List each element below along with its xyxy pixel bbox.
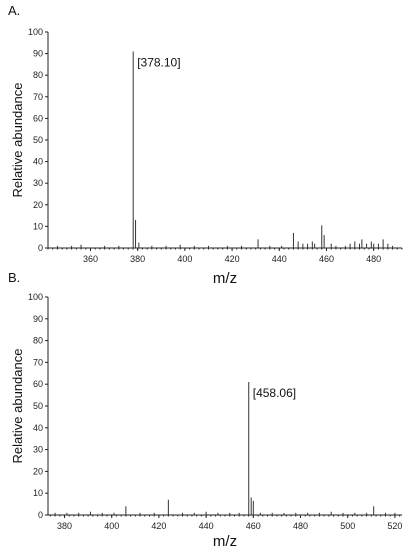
y-tick-label: 30	[33, 445, 43, 455]
x-tick-label: 440	[199, 521, 214, 531]
y-tick-label: 40	[33, 423, 43, 433]
y-tick-label: 90	[33, 314, 43, 324]
y-tick-label: 70	[33, 357, 43, 367]
y-tick-label: 70	[33, 92, 43, 102]
spectrum-panel-b: B. 0 10 20 30 40 50 60 70 80 90 100 380 400 420 440 460 4…	[8, 270, 402, 550]
y-tick-label: 100	[28, 292, 43, 302]
y-tick-label: 50	[33, 135, 43, 145]
y-tick-label: 100	[28, 27, 43, 37]
x-tick-label: 500	[340, 521, 355, 531]
y-axis-label: Relative abundance	[10, 349, 25, 464]
spectrum-panel-a: A. 0 10 20 30 40 50 60 70 80 90 100 360 380 400 420 440 4…	[8, 3, 403, 287]
x-tick-label: 420	[151, 521, 166, 531]
y-tick-label: 10	[33, 488, 43, 498]
y-tick-label: 20	[33, 466, 43, 476]
y-tick-label: 90	[33, 49, 43, 59]
x-axis-label: m/z	[213, 270, 237, 287]
y-tick-label: 60	[33, 113, 43, 123]
axis-lines	[47, 32, 402, 249]
y-tick-label: 10	[33, 221, 43, 231]
x-tick-label: 480	[293, 521, 308, 531]
x-axis-label: m/z	[213, 533, 237, 550]
x-tick-label: 360	[83, 254, 98, 264]
y-tick-label: 80	[33, 70, 43, 80]
y-tick-label: 0	[38, 243, 43, 253]
x-tick-label: 380	[130, 254, 145, 264]
y-tick-label: 0	[38, 510, 43, 520]
x-tick-label: 520	[387, 521, 402, 531]
x-tick-label: 460	[246, 521, 261, 531]
y-tick-label: 60	[33, 379, 43, 389]
y-tick-label: 20	[33, 200, 43, 210]
y-tick-label: 80	[33, 336, 43, 346]
peak-annotation: [458.06]	[253, 386, 296, 400]
y-tick-label: 30	[33, 178, 43, 188]
peak-annotation: [378.10]	[137, 55, 180, 69]
x-tick-label: 440	[272, 254, 287, 264]
y-tick-label: 50	[33, 401, 43, 411]
x-tick-label: 400	[177, 254, 192, 264]
x-tick-label: 400	[104, 521, 119, 531]
panel-label: B.	[8, 270, 20, 285]
y-tick-label: 40	[33, 157, 43, 167]
panel-label: A.	[8, 3, 20, 18]
x-tick-label: 460	[319, 254, 334, 264]
x-tick-label: 480	[366, 254, 381, 264]
y-axis-label: Relative abundance	[10, 83, 25, 198]
x-tick-label: 380	[57, 521, 72, 531]
axis-lines	[47, 297, 402, 516]
x-tick-label: 420	[225, 254, 240, 264]
